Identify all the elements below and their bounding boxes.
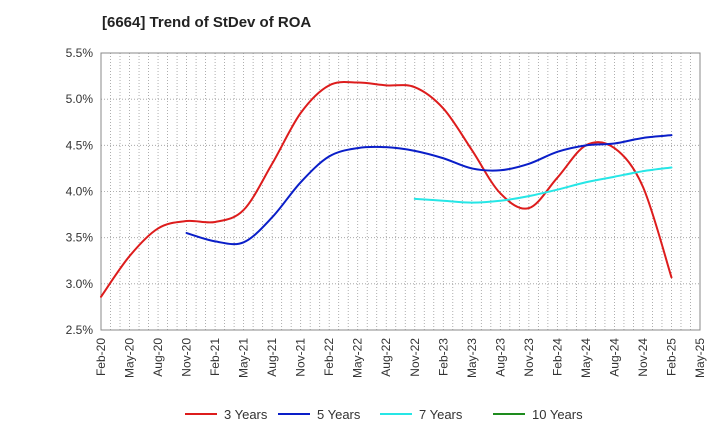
y-tick-label: 5.0% [66,92,94,106]
y-tick-label: 2.5% [66,323,94,337]
x-tick-label: Feb-25 [664,338,678,376]
x-tick-label: May-22 [351,338,365,378]
x-tick-label: Feb-24 [550,338,564,376]
x-tick-label: Feb-21 [208,338,222,376]
x-tick-label: Aug-22 [379,338,393,377]
x-tick-label: May-25 [693,338,707,378]
x-tick-label: Feb-20 [94,338,108,376]
x-tick-label: Nov-24 [636,338,650,377]
series-line-3-years [100,81,673,298]
x-tick-label: Nov-21 [294,338,308,377]
x-tick-label: Aug-23 [493,338,507,377]
y-tick-label: 3.5% [66,231,94,245]
x-tick-label: Nov-23 [522,338,536,377]
x-tick-label: May-24 [579,338,593,378]
x-tick-label: Nov-20 [180,338,194,377]
chart-title: [6664] Trend of StDev of ROA [102,14,312,31]
legend-label-7-years: 7 Years [419,407,463,422]
x-tick-label: Aug-24 [607,338,621,377]
x-tick-label: May-23 [465,338,479,378]
x-tick-label: Aug-21 [265,338,279,377]
y-tick-label: 3.0% [66,277,94,291]
y-tick-label: 4.5% [66,138,94,152]
x-tick-label: Feb-22 [322,338,336,376]
plot-area [101,53,700,330]
plot-border [100,52,701,331]
series-line-7-years [413,166,673,204]
legend-label-5-years: 5 Years [317,407,361,422]
legend-label-3-years: 3 Years [224,407,268,422]
series-line-5-years [185,134,673,246]
x-tick-label: May-20 [123,338,137,378]
legend-label-10-years: 10 Years [532,407,583,422]
x-tick-label: May-21 [237,338,251,378]
x-tick-label: Feb-23 [436,338,450,376]
x-tick-label: Nov-22 [408,338,422,377]
x-tick-label: Aug-20 [151,338,165,377]
y-tick-label: 4.0% [66,185,94,199]
y-tick-label: 5.5% [66,46,94,60]
